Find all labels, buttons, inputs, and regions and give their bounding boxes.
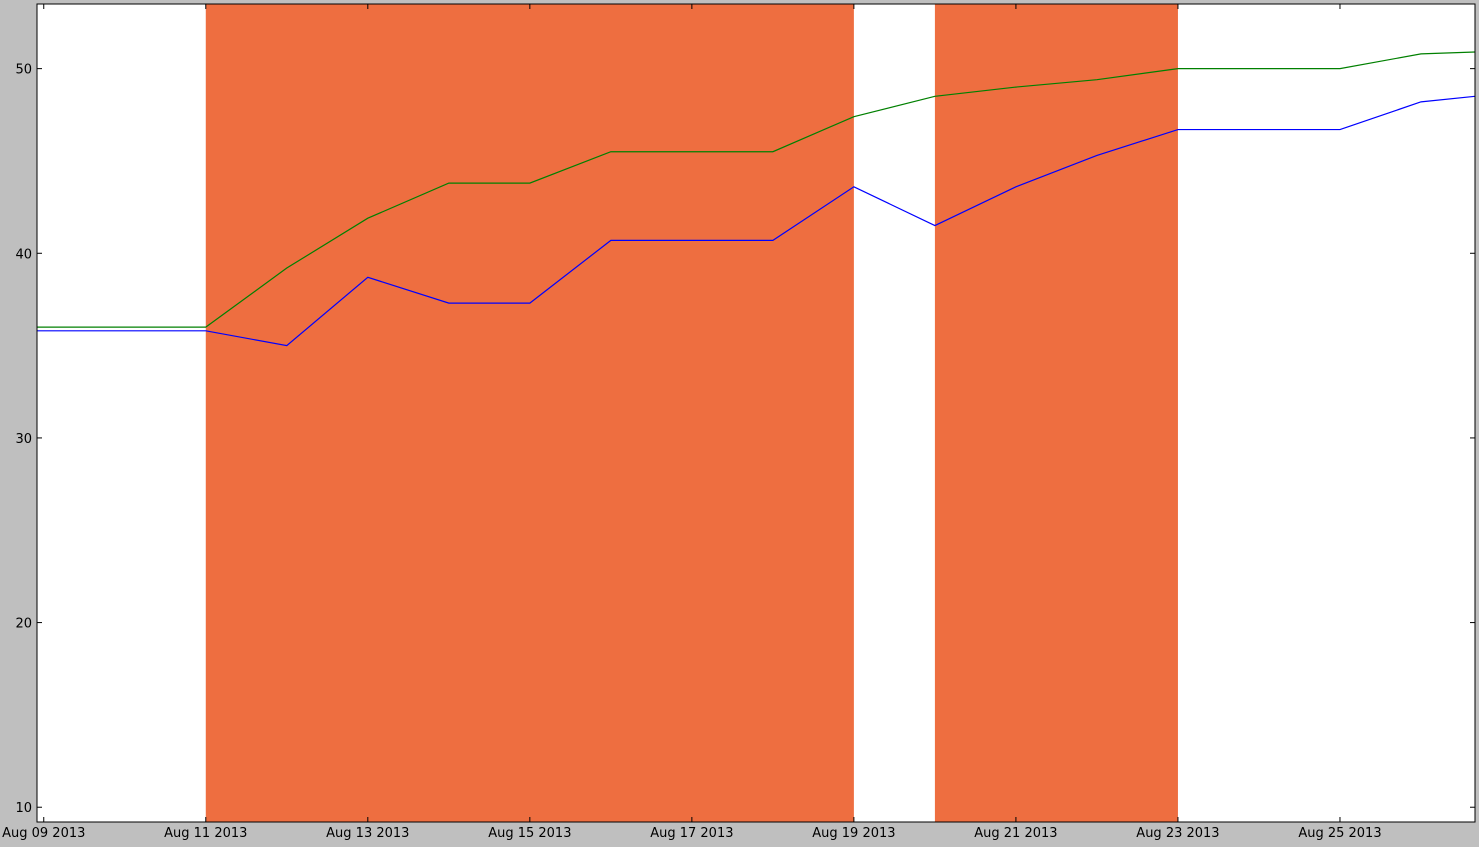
y-tick-label: 50 xyxy=(15,63,32,78)
x-tick-label: Aug 23 2013 xyxy=(1136,826,1219,841)
y-tick-label: 10 xyxy=(15,801,32,816)
shaded-span-1 xyxy=(934,4,1178,822)
x-tick-label: Aug 15 2013 xyxy=(488,826,571,841)
x-tick-label: Aug 09 2013 xyxy=(2,826,85,841)
x-tick-label: Aug 25 2013 xyxy=(1298,826,1381,841)
y-tick-label: 30 xyxy=(15,432,32,447)
series-line-0 xyxy=(37,51,1476,328)
y-tick-label: 20 xyxy=(15,617,32,632)
x-tick-label: Aug 21 2013 xyxy=(974,826,1057,841)
x-tick-label: Aug 17 2013 xyxy=(650,826,733,841)
x-tick-label: Aug 11 2013 xyxy=(164,826,247,841)
y-tick-label: 40 xyxy=(15,247,32,262)
plot-frame xyxy=(36,3,1476,823)
x-tick-label: Aug 19 2013 xyxy=(812,826,895,841)
shaded-spans xyxy=(205,4,1178,822)
shaded-span-0 xyxy=(205,4,854,822)
series-lines xyxy=(37,51,1476,347)
x-axis: Aug 09 2013 Aug 11 2013 Aug 13 2013 Aug 15 … xyxy=(2,4,1382,841)
y-axis: 10 20 30 40 50 xyxy=(15,63,1475,816)
series-line-1 xyxy=(37,95,1476,347)
x-tick-label: Aug 13 2013 xyxy=(326,826,409,841)
